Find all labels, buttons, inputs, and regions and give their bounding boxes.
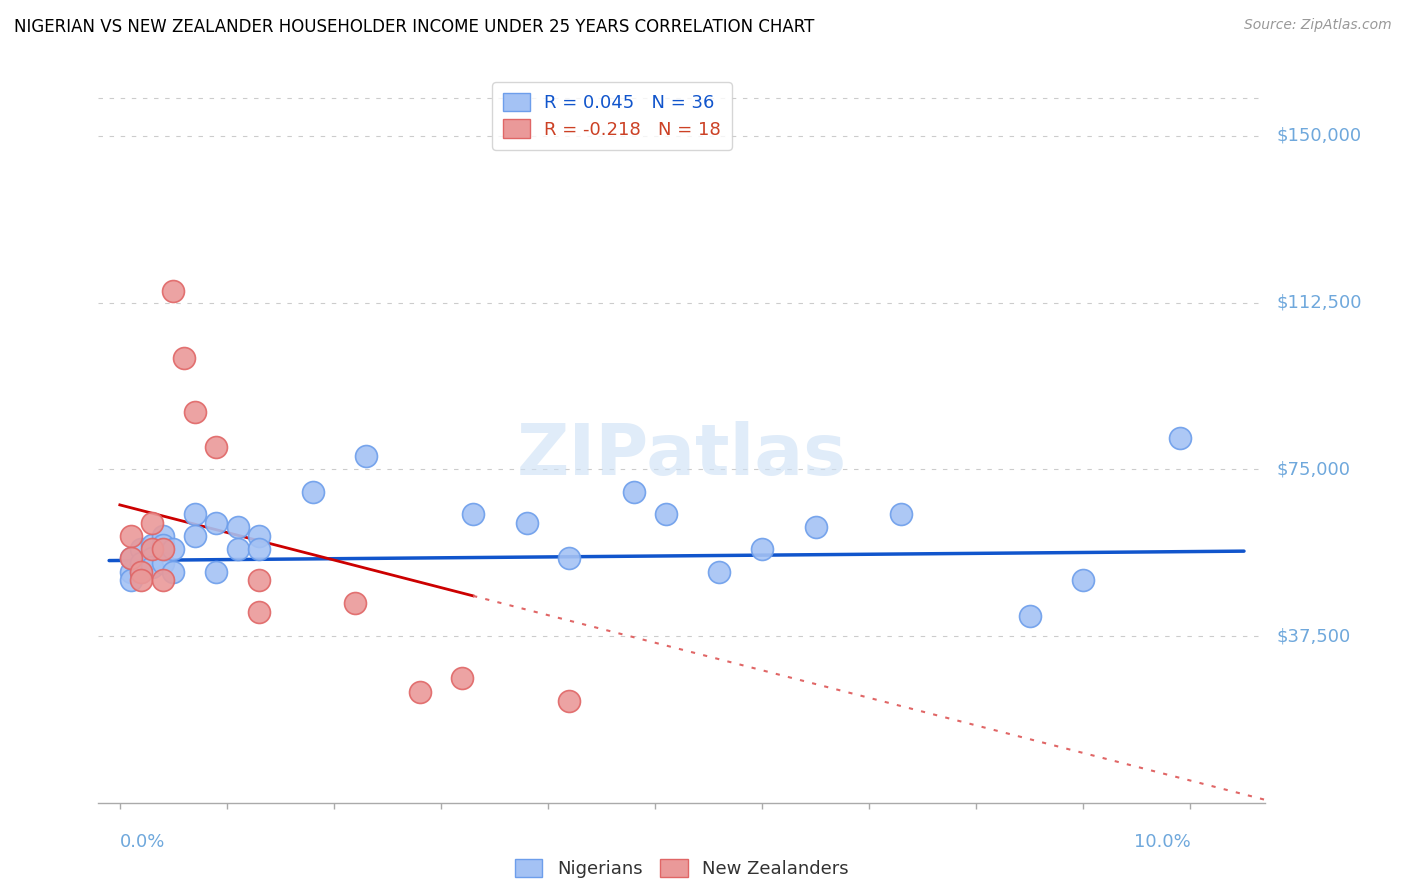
Point [516, 516, 538, 530]
Point [129, 542, 152, 557]
Point [205, 516, 228, 530]
Point [226, 542, 249, 557]
Point [408, 684, 430, 698]
Point [451, 671, 474, 685]
Text: 10.0%: 10.0% [1133, 833, 1191, 851]
Text: $37,500: $37,500 [1277, 627, 1351, 645]
Point [205, 440, 228, 454]
Point [184, 529, 207, 543]
Point [247, 574, 270, 588]
Point [152, 574, 174, 588]
Point [890, 507, 912, 521]
Point [226, 520, 249, 534]
Point [247, 542, 270, 557]
Point [141, 516, 163, 530]
Point [247, 605, 270, 619]
Point [141, 542, 163, 557]
Point [655, 507, 678, 521]
Point [120, 551, 142, 566]
Point [344, 596, 367, 610]
Text: Source: ZipAtlas.com: Source: ZipAtlas.com [1244, 18, 1392, 32]
Point [184, 404, 207, 418]
Point [558, 551, 581, 566]
Point [152, 538, 174, 552]
Point [1168, 431, 1191, 445]
Point [205, 565, 228, 579]
Point [162, 542, 184, 557]
Point [141, 551, 163, 566]
Point [129, 565, 152, 579]
Legend: Nigerians, New Zealanders: Nigerians, New Zealanders [508, 852, 856, 886]
Point [301, 484, 323, 499]
Point [558, 693, 581, 707]
Text: $112,500: $112,500 [1277, 293, 1362, 311]
Point [120, 574, 142, 588]
Point [152, 529, 174, 543]
Point [120, 551, 142, 566]
Point [463, 507, 485, 521]
Text: $150,000: $150,000 [1277, 127, 1361, 145]
Point [129, 565, 152, 579]
Point [129, 574, 152, 588]
Point [623, 484, 645, 499]
Point [129, 556, 152, 570]
Point [120, 565, 142, 579]
Point [141, 538, 163, 552]
Point [804, 520, 827, 534]
Text: NIGERIAN VS NEW ZEALANDER HOUSEHOLDER INCOME UNDER 25 YEARS CORRELATION CHART: NIGERIAN VS NEW ZEALANDER HOUSEHOLDER IN… [14, 18, 814, 36]
Text: 0.0%: 0.0% [120, 833, 166, 851]
Point [162, 565, 184, 579]
Point [709, 565, 731, 579]
Point [152, 542, 174, 557]
Text: ZIPatlas: ZIPatlas [517, 422, 846, 491]
Point [120, 529, 142, 543]
Point [247, 529, 270, 543]
Point [1073, 574, 1095, 588]
Text: $75,000: $75,000 [1277, 460, 1351, 478]
Point [354, 449, 377, 463]
Point [1018, 609, 1040, 624]
Point [141, 560, 163, 574]
Point [162, 285, 184, 299]
Point [152, 556, 174, 570]
Point [173, 351, 195, 366]
Point [751, 542, 773, 557]
Point [184, 507, 207, 521]
